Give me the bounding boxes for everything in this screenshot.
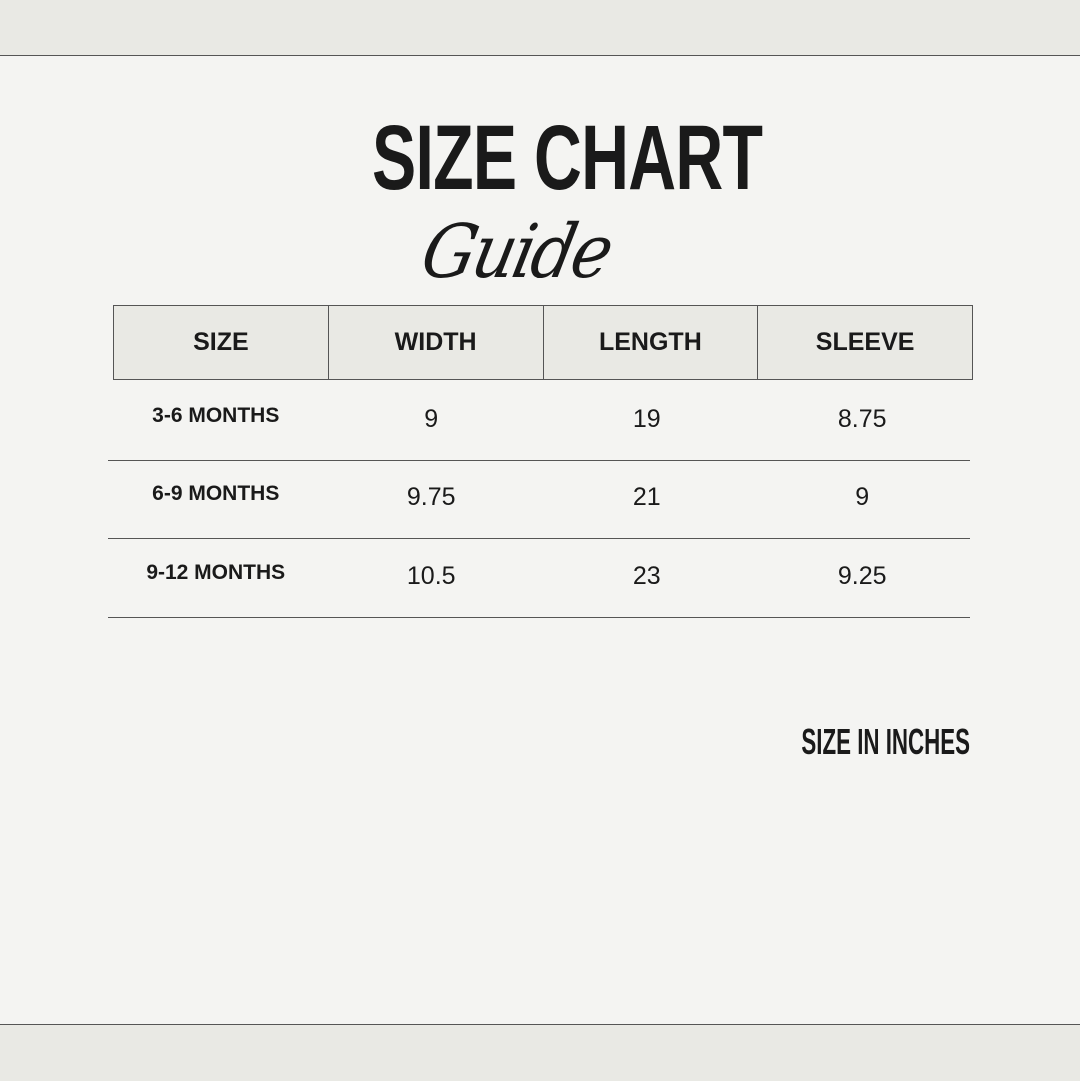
sleeve-cell: 9.25 bbox=[837, 561, 887, 590]
sleeve-cell: 9 bbox=[855, 482, 870, 511]
width-cell: 9 bbox=[424, 404, 439, 433]
size-cell: 6-9 MONTHS bbox=[152, 482, 280, 505]
top-band bbox=[0, 0, 1080, 56]
table-row: 9-12 MONTHS 10.5 23 9.25 bbox=[108, 539, 970, 618]
length-cell: 21 bbox=[632, 482, 661, 511]
length-cell: 23 bbox=[632, 561, 661, 590]
size-cell: 3-6 MONTHS bbox=[152, 404, 280, 427]
width-cell: 9.75 bbox=[406, 482, 456, 511]
table-row: 3-6 MONTHS 9 19 8.75 bbox=[108, 382, 970, 461]
title-main: SIZE CHART bbox=[372, 107, 763, 209]
units-note: SIZE IN INCHES bbox=[801, 721, 970, 762]
header-size: SIZE bbox=[193, 328, 249, 356]
width-cell: 10.5 bbox=[406, 561, 456, 590]
header-width: WIDTH bbox=[327, 306, 543, 379]
table-header: SIZE WIDTH LENGTH SLEEVE bbox=[113, 305, 973, 380]
header-length: LENGTH bbox=[542, 306, 758, 379]
title-script: Guide bbox=[414, 209, 619, 295]
header-sleeve: SLEEVE bbox=[757, 306, 972, 379]
bottom-band bbox=[0, 1024, 1080, 1081]
length-cell: 19 bbox=[632, 404, 661, 433]
table-row: 6-9 MONTHS 9.75 21 9 bbox=[108, 460, 970, 539]
sleeve-cell: 8.75 bbox=[837, 404, 887, 433]
size-cell: 9-12 MONTHS bbox=[146, 561, 286, 584]
page-title: SIZE CHART bbox=[372, 107, 763, 209]
